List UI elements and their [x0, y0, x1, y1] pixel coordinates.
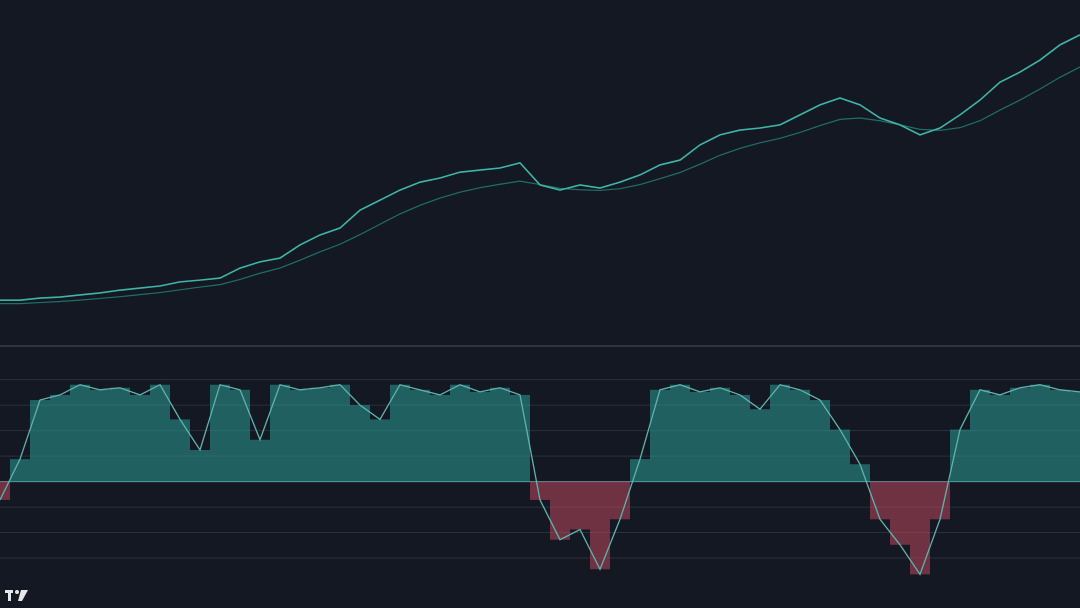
oscillator-bar — [330, 384, 350, 482]
oscillator-bar — [270, 384, 290, 482]
oscillator-bar — [470, 391, 490, 482]
oscillator-bar — [310, 387, 330, 482]
oscillator-bar — [710, 387, 730, 482]
oscillator-bar — [750, 409, 770, 482]
oscillator-bar — [110, 387, 130, 482]
oscillator-bar — [650, 389, 670, 482]
oscillator-bar — [770, 384, 790, 482]
oscillator-bar — [690, 391, 710, 482]
oscillator-bar — [410, 389, 430, 482]
oscillator-bar — [930, 481, 950, 520]
oscillator-bar — [210, 384, 230, 482]
oscillator-bar — [70, 384, 90, 482]
oscillator-bar — [50, 394, 70, 482]
oscillator-bar — [90, 389, 110, 482]
oscillator-bar — [150, 384, 170, 482]
oscillator-bar — [730, 394, 750, 482]
oscillator-bar — [790, 389, 810, 482]
oscillator-bar — [290, 389, 310, 482]
oscillator-bar — [370, 419, 390, 482]
oscillator-bar — [850, 464, 870, 482]
oscillator-bar — [130, 394, 150, 482]
oscillator-bar — [230, 389, 250, 482]
oscillator-bar — [670, 384, 690, 482]
oscillator-bar — [190, 449, 210, 482]
oscillator-bar — [510, 394, 530, 482]
oscillator-bar — [610, 481, 630, 520]
oscillator-bar — [990, 394, 1010, 482]
oscillator-bar — [1010, 387, 1030, 482]
oscillator-bar — [350, 405, 370, 482]
oscillator-bar — [1070, 391, 1080, 482]
oscillator-bar — [490, 387, 510, 482]
oscillator-bar — [950, 429, 970, 482]
oscillator-bar — [430, 394, 450, 482]
oscillator-bar — [250, 439, 270, 482]
oscillator-line — [0, 383, 1080, 576]
oscillator-bar — [1050, 389, 1070, 482]
oscillator-bar — [10, 459, 30, 482]
oscillator-bar — [890, 481, 910, 545]
price-line — [0, 34, 1080, 301]
oscillator-bar — [570, 481, 590, 530]
oscillator-bar — [530, 481, 550, 500]
oscillator-bar — [1030, 384, 1050, 482]
oscillator-bar — [550, 481, 570, 540]
oscillator-bar — [810, 400, 830, 482]
logo — [5, 590, 28, 601]
oscillator-bar — [170, 419, 190, 482]
oscillator-bar — [390, 384, 410, 482]
oscillator-bar — [970, 389, 990, 482]
oscillator-bar — [590, 481, 610, 570]
oscillator-bar — [870, 481, 890, 520]
oscillator-bar — [450, 384, 470, 482]
oscillator-bar — [910, 481, 930, 575]
oscillator-bar — [30, 400, 50, 482]
oscillator-bar — [830, 429, 850, 482]
